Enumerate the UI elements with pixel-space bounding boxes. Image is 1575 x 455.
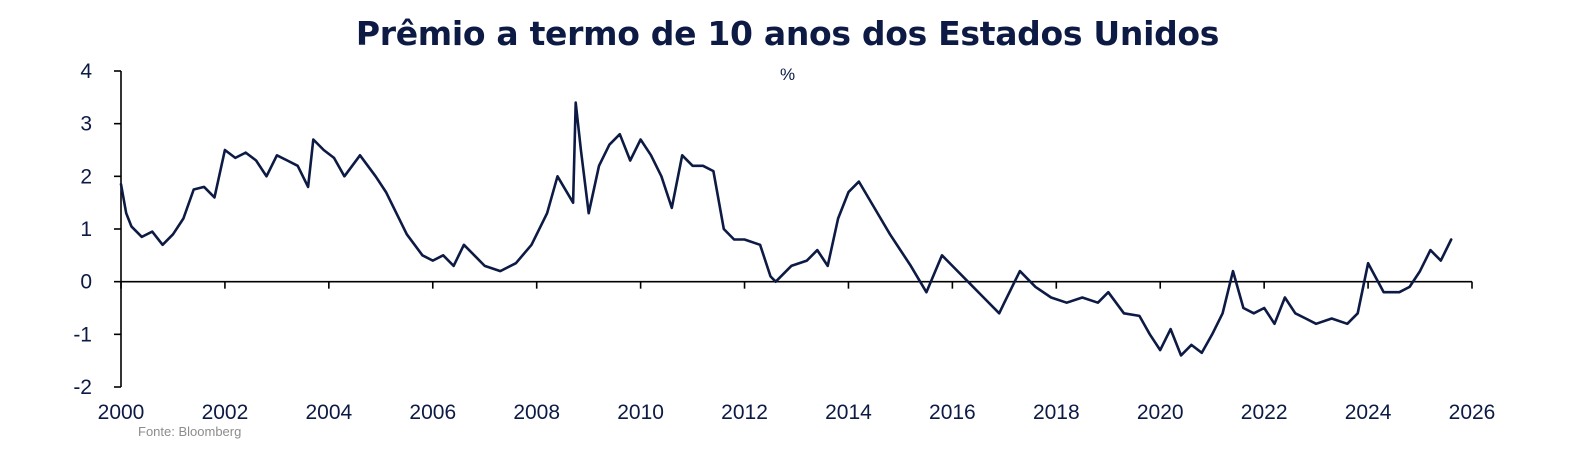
series-line (119, 101, 1453, 357)
axes (120, 71, 1472, 387)
y-tick-label: 3 (80, 113, 92, 136)
x-tick-label: 2018 (1033, 401, 1080, 424)
x-tick-label: 2008 (513, 401, 560, 424)
source-note: Fonte: Bloomberg (138, 424, 242, 439)
x-tick-label: 2004 (305, 401, 352, 424)
x-tick-label: 2022 (1241, 401, 1288, 424)
ticks: 4 3 2 1 0 -1 -2 2000 2002 2004 2006 2008 2010 2012 201… (73, 60, 1495, 424)
x-tick-label: 2026 (1449, 401, 1496, 424)
x-tick-label: 2000 (98, 401, 145, 424)
x-tick-label: 2010 (617, 401, 664, 424)
y-tick-label: 1 (80, 218, 92, 241)
x-tick-label: 2024 (1345, 401, 1392, 424)
y-tick-label: 0 (80, 271, 92, 294)
plot-area (119, 101, 1453, 357)
x-tick-label: 2002 (202, 401, 249, 424)
x-tick-label: 2016 (929, 401, 976, 424)
y-tick-label: 2 (80, 165, 92, 188)
x-tick-label: 2006 (409, 401, 456, 424)
x-tick-label: 2012 (721, 401, 768, 424)
y-tick-label: -2 (73, 376, 92, 399)
y-tick-label: 4 (80, 60, 92, 83)
chart-title: Prêmio a termo de 10 anos dos Estados Un… (355, 14, 1220, 53)
y-tick-label: -1 (73, 323, 92, 346)
x-tick-label: 2020 (1137, 401, 1184, 424)
x-tick-label: 2014 (825, 401, 872, 424)
chart-unit-label: % (779, 65, 796, 84)
